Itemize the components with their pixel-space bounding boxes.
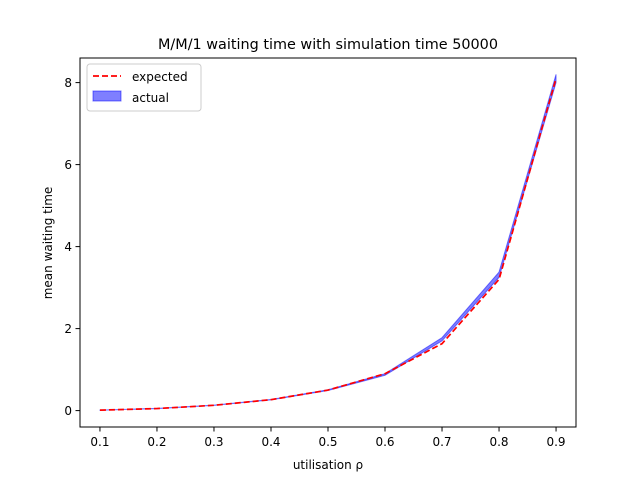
x-axis-label: utilisation ρ <box>293 458 363 472</box>
x-tick-label-0.4: 0.4 <box>261 435 280 449</box>
series-expected-line <box>99 78 557 411</box>
legend-label-expected: expected <box>132 70 188 84</box>
legend-swatch-actual <box>92 90 122 102</box>
x-tick-label-0.3: 0.3 <box>204 435 223 449</box>
x-tick-label-0.2: 0.2 <box>147 435 166 449</box>
legend-label-actual: actual <box>132 91 169 105</box>
y-tick-label-8: 8 <box>64 76 72 90</box>
y-tick-label-6: 6 <box>64 158 72 172</box>
x-tick-label-0.9: 0.9 <box>546 435 565 449</box>
y-axis-label: mean waiting time <box>41 187 55 300</box>
plot-area: 0.1 0.2 0.3 0.4 0.5 0.6 0.7 0.8 0.9 0 2 4 6 8 <box>64 57 577 449</box>
x-tick-label-0.1: 0.1 <box>90 435 109 449</box>
chart-title: M/M/1 waiting time with simulation time … <box>158 37 498 53</box>
x-tick-label-0.6: 0.6 <box>375 435 394 449</box>
y-tick-label-0: 0 <box>64 404 72 418</box>
y-tick-label-2: 2 <box>64 322 72 336</box>
x-tick-label-0.7: 0.7 <box>432 435 451 449</box>
x-tick-label-0.5: 0.5 <box>318 435 337 449</box>
y-tick-label-4: 4 <box>64 240 72 254</box>
legend: expected actual <box>86 63 202 112</box>
x-tick-label-0.8: 0.8 <box>489 435 508 449</box>
